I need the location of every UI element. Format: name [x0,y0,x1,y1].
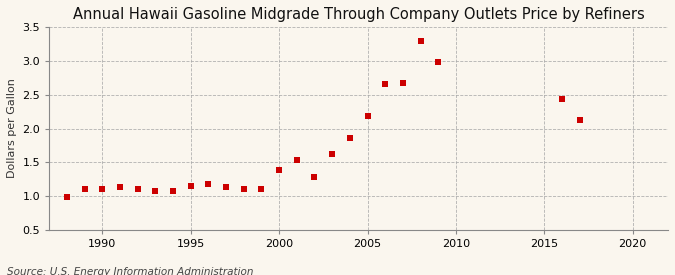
Point [221,185,232,189]
Point [238,187,249,191]
Point [380,82,391,86]
Title: Annual Hawaii Gasoline Midgrade Through Company Outlets Price by Refiners: Annual Hawaii Gasoline Midgrade Through … [73,7,645,22]
Point [167,189,178,194]
Point [362,114,373,118]
Text: Source: U.S. Energy Information Administration: Source: U.S. Energy Information Administ… [7,267,253,275]
Point [132,186,143,191]
Point [574,117,585,122]
Point [557,97,568,101]
Point [344,136,355,140]
Point [115,184,126,189]
Point [79,187,90,191]
Point [309,175,320,179]
Point [150,189,161,194]
Point [256,187,267,191]
Point [61,195,72,200]
Point [203,182,214,186]
Y-axis label: Dollars per Gallon: Dollars per Gallon [7,79,17,178]
Point [433,59,443,64]
Point [398,80,408,85]
Point [292,158,302,163]
Point [327,151,338,156]
Point [273,168,284,173]
Point [415,39,426,44]
Point [186,184,196,188]
Point [97,186,108,191]
